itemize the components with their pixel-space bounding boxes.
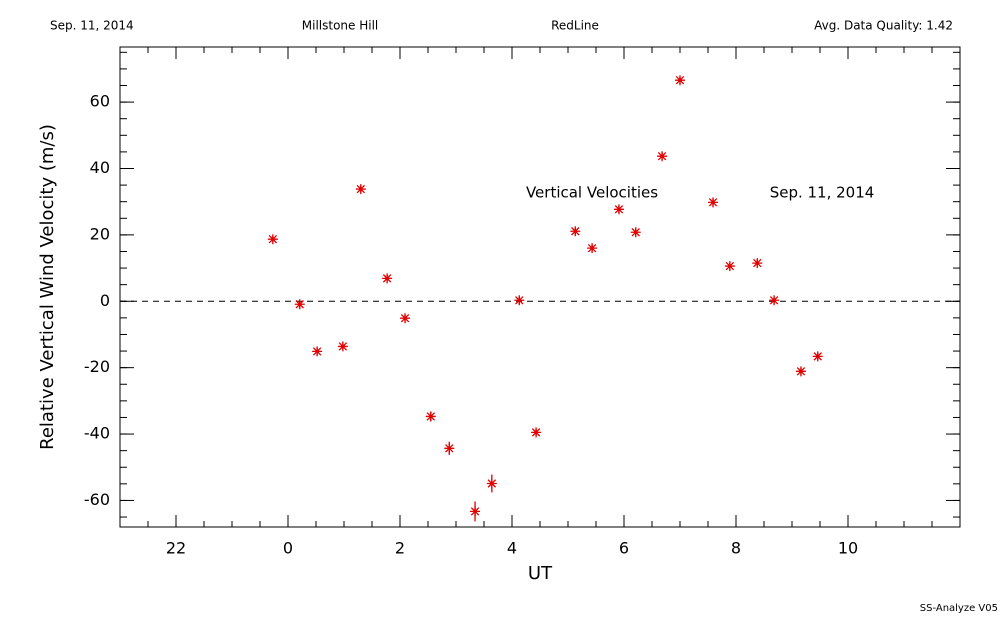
data-point — [587, 243, 598, 254]
data-point — [531, 427, 542, 438]
data-point — [486, 478, 497, 489]
data-point — [425, 411, 436, 422]
data-point — [724, 261, 735, 272]
data-point — [294, 299, 305, 310]
data-point — [444, 443, 455, 454]
header-quality: Avg. Data Quality: 1.42 — [814, 19, 953, 33]
header-site: Millstone Hill — [302, 19, 378, 33]
x-tick-label: 6 — [619, 539, 629, 558]
data-point — [708, 197, 719, 208]
y-tick-label: -60 — [84, 490, 110, 509]
data-point — [514, 295, 525, 306]
x-tick-label: 10 — [838, 539, 858, 558]
data-point — [312, 346, 323, 357]
x-tick-label: 2 — [395, 539, 405, 558]
data-point — [675, 75, 685, 86]
x-axis-label: UT — [528, 563, 553, 584]
data-point — [795, 366, 806, 377]
x-tick-label: 4 — [507, 539, 517, 558]
y-tick-label: 20 — [90, 224, 110, 243]
y-tick-label: 0 — [100, 291, 110, 310]
y-tick-label: -20 — [84, 357, 110, 376]
data-point — [355, 184, 366, 195]
annotation: Sep. 11, 2014 — [770, 184, 875, 202]
y-tick-label: 60 — [90, 92, 110, 111]
header-line: RedLine — [551, 19, 599, 33]
data-point — [382, 273, 393, 284]
data-point — [630, 227, 641, 238]
data-point — [570, 226, 581, 237]
data-point — [769, 295, 780, 306]
plot-frame — [119, 46, 961, 528]
y-tick-label: 40 — [90, 158, 110, 177]
y-tick-label: -40 — [84, 424, 110, 443]
data-point — [657, 151, 668, 162]
data-point — [752, 258, 763, 269]
data-point — [812, 351, 823, 362]
x-tick-label: 8 — [731, 539, 741, 558]
y-axis-label: Relative Vertical Wind Velocity (m/s) — [37, 124, 58, 450]
data-point — [470, 506, 481, 517]
data-point — [400, 313, 411, 324]
annotation: Vertical Velocities — [526, 184, 658, 202]
footer: SS-Analyze V05 — [920, 603, 998, 614]
header-date: Sep. 11, 2014 — [50, 19, 134, 33]
data-point — [267, 234, 278, 245]
x-tick-label: 22 — [166, 539, 186, 558]
data-point — [337, 341, 348, 352]
data-point — [613, 204, 624, 215]
x-tick-label: 0 — [283, 539, 293, 558]
